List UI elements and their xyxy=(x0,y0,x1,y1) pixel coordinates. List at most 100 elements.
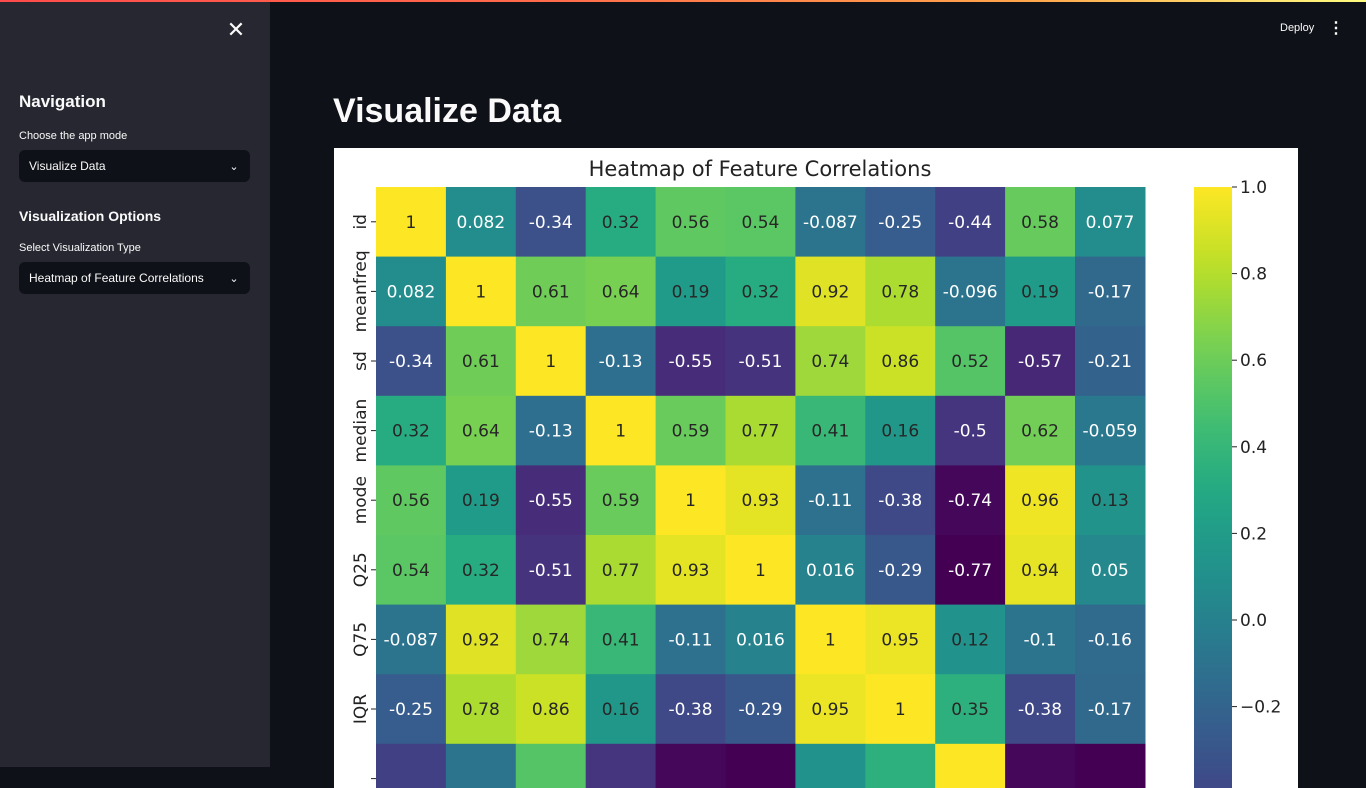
heatmap-cell xyxy=(1005,674,1076,745)
heatmap-cell xyxy=(445,256,517,327)
cell-value-label: -0.38 xyxy=(669,700,713,720)
heatmap-cell xyxy=(935,743,1006,788)
cell-value-label: 0.92 xyxy=(811,282,849,302)
chevron-down-icon: ⌄ xyxy=(229,160,239,173)
cell-value-label: 0.93 xyxy=(672,561,710,581)
heatmap-cell xyxy=(725,395,796,466)
cell-value-label: 0.19 xyxy=(462,491,500,511)
heatmap-cell xyxy=(445,465,517,536)
heatmap-cell xyxy=(376,535,447,606)
heatmap-cell xyxy=(935,187,1006,258)
heatmap-cell xyxy=(725,326,796,397)
heatmap-cell xyxy=(795,187,866,258)
heatmap-cell xyxy=(585,326,657,397)
heatmap-cell xyxy=(935,604,1006,675)
colorbar-tick-label: 0.4 xyxy=(1240,438,1267,458)
heatmap-cell xyxy=(865,187,936,258)
heatmap-cell xyxy=(445,604,517,675)
cell-value-label: 0.61 xyxy=(532,282,570,302)
heatmap-cell xyxy=(655,604,727,675)
visualization-type-select[interactable]: Heatmap of Feature Correlations ⌄ xyxy=(19,262,250,294)
cell-value-label: 1 xyxy=(615,422,626,442)
heatmap-cell xyxy=(1005,326,1076,397)
y-tick-label: Q25 xyxy=(351,552,371,587)
heatmap-cell xyxy=(445,187,517,258)
cell-value-label: -0.38 xyxy=(878,491,922,511)
visualization-options-heading: Visualization Options xyxy=(19,208,162,224)
cell-value-label: 0.41 xyxy=(602,630,640,650)
app-mode-select[interactable]: Visualize Data ⌄ xyxy=(19,150,250,182)
y-tick-label: id xyxy=(351,214,371,230)
heatmap-cell xyxy=(1075,465,1146,536)
heatmap-cell xyxy=(1075,256,1146,327)
cell-value-label: 0.93 xyxy=(742,491,780,511)
navigation-heading: Navigation xyxy=(19,92,106,111)
heatmap-cell xyxy=(515,256,587,327)
heatmap-cell xyxy=(376,187,447,258)
heatmap-cell xyxy=(795,395,866,466)
heatmap-cell xyxy=(1005,743,1076,788)
cell-value-label: -0.74 xyxy=(948,491,992,511)
heatmap-cell xyxy=(655,535,727,606)
cell-value-label: 0.016 xyxy=(806,561,855,581)
cell-value-label: 0.78 xyxy=(462,700,500,720)
heatmap-chart: Heatmap of Feature Correlations 1 0.082 -0.… xyxy=(351,157,1281,788)
cell-value-label: 0.35 xyxy=(951,700,989,720)
cell-value-label: 0.41 xyxy=(811,422,849,442)
colorbar-tick-label: 0.0 xyxy=(1240,611,1267,631)
heatmap-cell xyxy=(376,395,447,466)
heatmap-cell xyxy=(1075,326,1146,397)
cell-value-label: -0.34 xyxy=(389,352,433,372)
heatmap-cell xyxy=(795,604,866,675)
heatmap-cell xyxy=(865,465,936,536)
deploy-button[interactable]: Deploy xyxy=(1280,22,1315,34)
heatmap-cell xyxy=(376,604,447,675)
cell-value-label: 0.16 xyxy=(881,422,919,442)
heatmap-cell xyxy=(865,743,936,788)
cell-value-label: -0.087 xyxy=(803,213,858,233)
cell-value-label: -0.13 xyxy=(599,352,643,372)
cell-value-label: 0.077 xyxy=(1086,213,1135,233)
heatmap-cell xyxy=(795,535,866,606)
cell-value-label: 0.32 xyxy=(742,282,780,302)
heatmap-cell xyxy=(585,674,657,745)
cell-value-label: -0.57 xyxy=(1018,352,1062,372)
heatmap-cell xyxy=(515,465,587,536)
cell-value-label: -0.087 xyxy=(384,630,439,650)
heatmap-cell xyxy=(585,535,657,606)
heatmap-cell xyxy=(725,604,796,675)
cell-value-label: -0.77 xyxy=(948,561,992,581)
cell-value-label: -0.17 xyxy=(1088,700,1132,720)
heatmap-cell xyxy=(725,535,796,606)
cell-value-label: -0.11 xyxy=(808,491,852,511)
cell-value-label: -0.38 xyxy=(1018,700,1062,720)
cell-value-label: 0.58 xyxy=(1021,213,1059,233)
heatmap-cell xyxy=(1005,465,1076,536)
heatmap-cell xyxy=(795,326,866,397)
heatmap-cell xyxy=(795,674,866,745)
heatmap-cell xyxy=(655,395,727,466)
heatmap-figure: Heatmap of Feature Correlations 1 0.082 -0.… xyxy=(334,148,1298,788)
cell-value-label: 1 xyxy=(406,213,417,233)
cell-value-label: 0.082 xyxy=(387,282,436,302)
y-tick-label: mode xyxy=(351,476,371,524)
cell-value-label: 0.016 xyxy=(736,630,785,650)
close-sidebar-button[interactable]: ✕ xyxy=(224,17,248,42)
cell-value-label: -0.13 xyxy=(529,422,573,442)
cell-value-label: 0.12 xyxy=(951,630,989,650)
y-tick-label: sd xyxy=(351,351,371,371)
heatmap-cell xyxy=(725,465,796,536)
colorbar-tick-label: 0.8 xyxy=(1240,265,1267,285)
heatmap-cell xyxy=(1075,604,1146,675)
cell-value-label: 0.62 xyxy=(1021,422,1059,442)
visualization-type-value: Heatmap of Feature Correlations xyxy=(29,271,204,285)
cell-value-label: -0.11 xyxy=(669,630,713,650)
cell-value-label: 0.19 xyxy=(672,282,710,302)
main-menu-button[interactable]: ⋮ xyxy=(1326,17,1346,39)
cell-value-label: 1 xyxy=(475,282,486,302)
heatmap-cell xyxy=(795,256,866,327)
cell-value-label: 0.32 xyxy=(602,213,640,233)
heatmap-cell xyxy=(515,395,587,466)
heatmap-cell xyxy=(655,674,727,745)
heatmap-cell xyxy=(795,465,866,536)
